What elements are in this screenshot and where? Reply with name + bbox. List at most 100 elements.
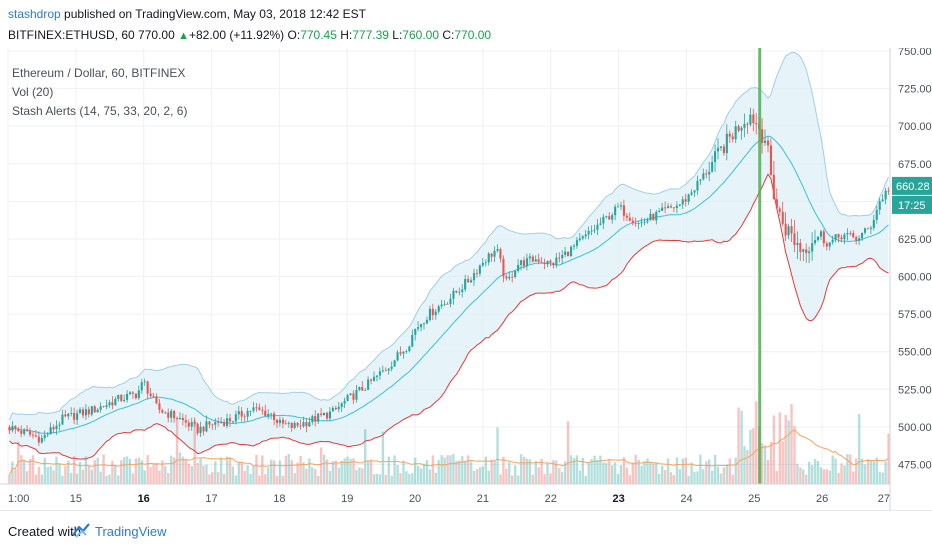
candle-body — [572, 245, 575, 247]
volume-bar — [808, 462, 811, 484]
volume-bar — [593, 455, 596, 484]
price-chart[interactable]: 475.00 500.00 525.00 550.00 575.00 600.00 625.… — [0, 48, 932, 510]
candle-body — [634, 223, 637, 224]
volume-bar — [681, 458, 684, 484]
volume-bar — [537, 467, 540, 484]
candle-body — [384, 370, 387, 372]
candle-body — [499, 249, 502, 259]
volume-bar — [649, 461, 652, 484]
price-tick-label: 675.00 — [898, 159, 932, 171]
volume-bar — [158, 470, 161, 484]
candle-body — [834, 234, 837, 240]
candle-body — [402, 351, 405, 354]
volume-bar — [11, 461, 14, 484]
price-tick-label: 750.00 — [898, 48, 932, 58]
candle-body — [181, 418, 184, 421]
candle-body — [164, 412, 167, 414]
candle-body — [378, 371, 381, 376]
candle-body — [84, 409, 87, 416]
candle-body — [840, 237, 843, 240]
candle-body — [755, 123, 758, 125]
volume-bar — [411, 473, 414, 484]
candle-body — [375, 375, 378, 377]
tradingview-logo-icon[interactable] — [72, 522, 92, 538]
volume-bar — [322, 454, 326, 484]
legend-main[interactable]: Ethereum / Dollar, 60, BITFINEX — [12, 66, 186, 80]
volume-bar — [361, 468, 364, 484]
candle-body — [473, 273, 476, 281]
candle-body — [73, 413, 76, 420]
band-fill — [9, 52, 889, 460]
legend-volume[interactable]: Vol (20) — [12, 85, 54, 99]
volume-bar — [123, 457, 126, 484]
candle-body — [822, 231, 825, 244]
candle-body — [29, 431, 32, 435]
candle-body — [337, 406, 340, 410]
volume-bar — [616, 473, 620, 484]
volume-bar — [281, 475, 285, 484]
volume-bar — [693, 471, 696, 484]
candle-body — [781, 211, 784, 224]
candle-body — [340, 403, 343, 407]
volume-bar — [843, 465, 846, 484]
volume-bar — [678, 469, 681, 484]
candle-body — [446, 303, 449, 305]
volume-bar — [449, 455, 452, 484]
price-axis[interactable]: 475.00 500.00 525.00 550.00 575.00 600.00 625.… — [889, 48, 932, 510]
volume-bar — [137, 457, 141, 484]
candle-body — [799, 243, 802, 252]
candle-body — [373, 376, 376, 381]
candle-body — [637, 223, 640, 224]
candle-body — [549, 260, 552, 263]
countdown-label: 17:25 — [898, 200, 926, 212]
volume-bar — [317, 475, 320, 484]
volume-bar — [305, 468, 308, 484]
price-tick-label: 625.00 — [898, 234, 932, 246]
volume-bar — [484, 456, 487, 484]
candle-body — [458, 291, 461, 293]
candle-body — [49, 427, 52, 435]
candle-body — [455, 290, 458, 293]
candle-body — [393, 360, 396, 367]
volume-bar — [760, 443, 764, 484]
legend-indicator[interactable]: Stash Alerts (14, 75, 33, 20, 2, 6) — [12, 104, 188, 118]
candle-body — [355, 390, 358, 400]
countdown-badge — [892, 195, 932, 214]
time-axis[interactable]: 1:00 15 16 17 18 19 20 21 22 23 24 25 26 27 — [0, 483, 890, 505]
candle-body — [76, 413, 79, 420]
volume-bar — [514, 465, 517, 484]
volume-bar — [369, 459, 373, 484]
candle-body — [278, 419, 281, 423]
candle-body — [699, 179, 702, 181]
volume-bar — [552, 460, 555, 484]
candle-body — [11, 426, 14, 431]
candle-body — [881, 199, 884, 202]
author-link[interactable]: stashdrop — [8, 7, 61, 21]
volume-bar — [687, 475, 690, 484]
volume-bar — [70, 473, 73, 484]
candle-body — [490, 253, 493, 257]
volume-bar — [734, 457, 737, 484]
candle-body — [884, 190, 887, 200]
volume-bar — [202, 465, 205, 484]
volume-bar — [196, 462, 199, 484]
candle-body — [161, 410, 164, 413]
volume-bar — [64, 465, 67, 484]
candle-body — [217, 422, 220, 423]
volume-bar — [496, 427, 499, 484]
candle-body — [123, 399, 126, 401]
volume-bar — [590, 459, 593, 484]
candle-body — [749, 114, 752, 125]
candle-body — [587, 231, 590, 235]
tradingview-brand[interactable]: TradingView — [95, 524, 167, 539]
bollinger-band — [9, 51, 889, 460]
volume-bar — [866, 458, 870, 484]
candle-body — [811, 243, 814, 252]
candle-body — [20, 431, 23, 434]
candle-body — [149, 393, 152, 397]
price-tick-label: 525.00 — [898, 384, 932, 396]
candle-body — [152, 396, 155, 397]
candle-body — [772, 174, 775, 200]
volume-bar — [781, 441, 784, 484]
created-with-label: Created with — [8, 524, 81, 539]
